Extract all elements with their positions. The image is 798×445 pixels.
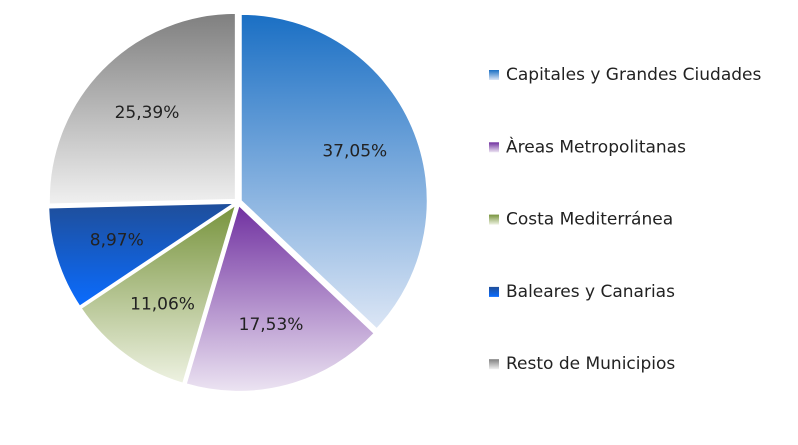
legend-label: Baleares y Canarias <box>506 282 675 302</box>
pie-slice <box>47 201 239 309</box>
pie-slice <box>79 202 238 385</box>
legend-label: Àreas Metropolitanas <box>506 135 686 157</box>
legend-label: Resto de Municipios <box>506 354 675 374</box>
data-label: 8,97% <box>90 230 144 250</box>
data-label: 37,05% <box>322 142 387 162</box>
legend-swatch <box>489 286 499 297</box>
legend-swatch <box>489 359 499 370</box>
legend-swatch <box>489 142 499 153</box>
data-label: 11,06% <box>130 294 195 314</box>
pie-slice <box>184 203 377 393</box>
data-label: 17,53% <box>239 315 304 335</box>
legend-swatch <box>489 70 499 80</box>
legend-swatch <box>489 214 499 225</box>
pie-slice <box>47 11 237 206</box>
data-label: 25,39% <box>115 103 180 123</box>
pie-slice <box>239 12 429 331</box>
legend-label: Capitales y Grandes Ciudades <box>506 65 761 85</box>
legend-label: Costa Mediterránea <box>506 210 673 230</box>
